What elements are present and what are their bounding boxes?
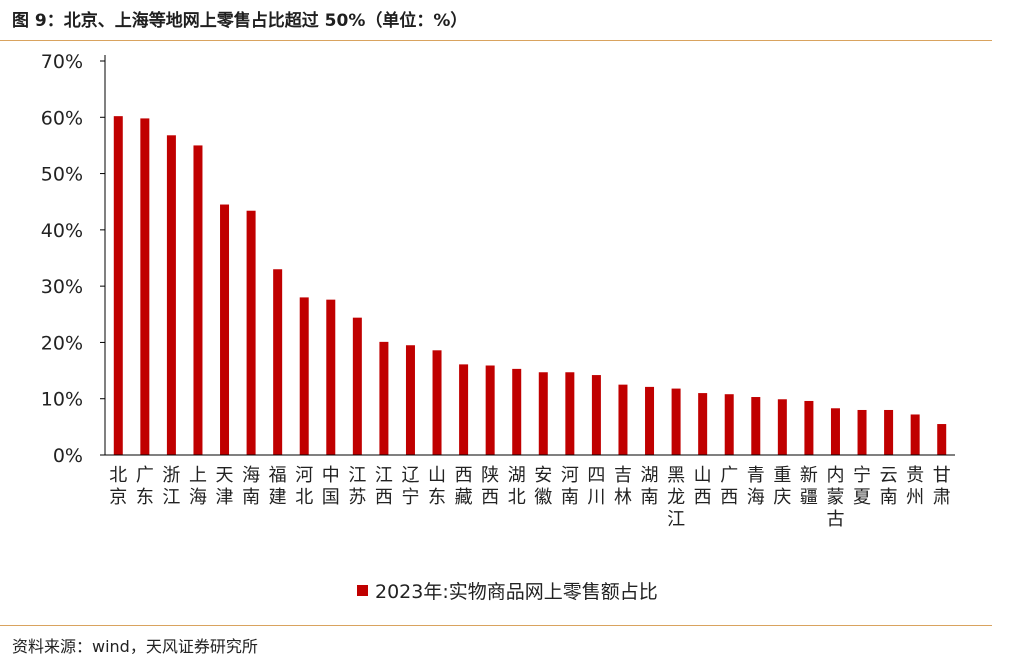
legend-swatch — [357, 585, 368, 596]
bar — [645, 386, 655, 455]
x-tick-label: 云南 — [880, 465, 898, 508]
top-divider — [0, 40, 992, 41]
bars — [113, 116, 947, 455]
x-tick-label: 江苏 — [348, 465, 366, 508]
x-tick-label: 黑龙江 — [667, 465, 685, 530]
bar — [512, 368, 522, 455]
bar — [220, 204, 230, 455]
bar — [671, 388, 681, 455]
x-tick-label: 四川 — [587, 465, 605, 508]
y-tick-label: 50% — [41, 164, 83, 186]
x-tick-label: 辽宁 — [401, 465, 419, 508]
bar — [326, 299, 336, 455]
x-tick-label: 贵州 — [906, 465, 924, 508]
x-axis-labels: 北京广东浙江上海天津海南福建河北中国江苏江西辽宁山东西藏陕西湖北安徽河南四川吉林… — [109, 465, 950, 530]
y-tick-label: 70% — [41, 51, 83, 73]
bar — [565, 372, 575, 455]
x-tick-label: 中国 — [322, 465, 340, 508]
bar — [299, 297, 309, 455]
bar — [459, 364, 469, 455]
x-tick-label: 浙江 — [162, 465, 180, 508]
bar — [751, 397, 761, 455]
x-tick-label: 江西 — [375, 465, 393, 508]
x-tick-label: 陕西 — [481, 465, 499, 508]
bar — [591, 375, 601, 455]
x-tick-label: 广西 — [720, 465, 738, 508]
legend-label: 2023年:实物商品网上零售额占比 — [375, 581, 658, 603]
x-tick-label: 天津 — [216, 465, 234, 508]
bar — [140, 118, 150, 455]
bar — [538, 372, 548, 455]
x-tick-label: 重庆 — [773, 465, 791, 508]
x-tick-label: 甘肃 — [933, 465, 951, 508]
bar — [857, 409, 867, 455]
bar — [432, 350, 442, 455]
x-tick-label: 湖南 — [641, 465, 659, 508]
y-tick-label: 0% — [53, 445, 83, 467]
bar — [113, 116, 123, 455]
bar — [698, 393, 708, 455]
bar — [405, 345, 415, 455]
x-tick-label: 西藏 — [455, 465, 473, 508]
x-tick-label: 安徽 — [534, 465, 552, 508]
x-tick-label: 上海 — [189, 465, 207, 508]
x-tick-label: 北京 — [109, 465, 127, 508]
bar — [777, 399, 787, 455]
x-tick-label: 吉林 — [614, 465, 632, 508]
y-tick-label: 40% — [41, 220, 83, 242]
x-tick-label: 海南 — [242, 465, 260, 508]
y-tick-label: 30% — [41, 276, 83, 298]
bar — [830, 408, 840, 455]
bar — [485, 365, 495, 455]
x-tick-label: 青海 — [747, 465, 765, 508]
bar — [246, 210, 256, 455]
bottom-divider — [0, 625, 992, 626]
bar — [193, 145, 203, 455]
bar — [352, 317, 362, 455]
x-tick-label: 山东 — [428, 465, 446, 508]
bar — [937, 424, 947, 455]
bar — [910, 414, 920, 455]
bar — [273, 269, 283, 455]
x-tick-label: 山西 — [694, 465, 712, 508]
bar — [166, 135, 176, 455]
y-tick-label: 10% — [41, 389, 83, 411]
bar — [804, 400, 814, 455]
legend: 2023年:实物商品网上零售额占比 — [357, 581, 658, 603]
y-tick-label: 20% — [41, 332, 83, 354]
source-note: 资料来源：wind，天风证券研究所 — [12, 637, 258, 656]
x-tick-label: 新疆 — [800, 465, 818, 508]
x-tick-label: 河北 — [295, 465, 313, 508]
x-tick-label: 湖北 — [508, 465, 526, 508]
x-tick-label: 宁夏 — [853, 465, 871, 508]
y-tick-label: 60% — [41, 107, 83, 129]
x-tick-label: 福建 — [269, 465, 287, 508]
x-tick-label: 内蒙古 — [826, 465, 844, 530]
bar — [618, 384, 628, 455]
bar — [379, 341, 389, 455]
figure-title: 图 9：北京、上海等地网上零售占比超过 50%（单位：%） — [12, 11, 468, 31]
bar — [884, 409, 894, 455]
bar — [724, 394, 734, 455]
x-tick-label: 河南 — [561, 465, 579, 508]
y-axis-ticks: 0% 10% 20% 30% 40% 50% 60% 70% — [41, 51, 105, 467]
bar-chart: 0% 10% 20% 30% 40% 50% 60% 70% 北京广东浙江上海天津海南福建河北… — [41, 51, 955, 603]
x-tick-label: 广东 — [136, 465, 154, 508]
